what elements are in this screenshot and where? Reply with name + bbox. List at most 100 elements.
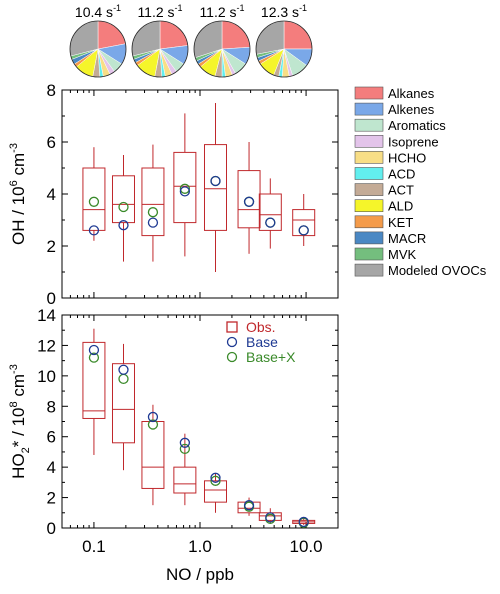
marker-square — [226, 321, 238, 333]
marker-legend-item: Obs. — [226, 319, 276, 335]
base-marker — [243, 500, 255, 511]
legend-item: ACT — [354, 183, 414, 198]
box — [111, 175, 135, 224]
box-group — [141, 404, 165, 506]
x-tick-label: 0.1 — [82, 537, 106, 556]
base-marker — [265, 217, 276, 228]
legend-label: ACT — [388, 183, 414, 198]
y-tick-label: 2 — [47, 237, 56, 256]
pie-label: 11.2 s-1 — [137, 3, 182, 20]
base-x-marker — [118, 373, 129, 385]
base-x-marker — [118, 201, 129, 213]
box-group — [141, 144, 165, 262]
legend-label: Isoprene — [388, 134, 439, 149]
legend-item: Isoprene — [354, 134, 439, 149]
base-marker — [298, 516, 309, 528]
legend-swatch — [354, 199, 384, 212]
legend-label: MACR — [388, 231, 426, 246]
y-tick-label: 10 — [37, 367, 56, 386]
pie-slice — [221, 20, 251, 50]
x-axis-label: NO / ppb — [166, 565, 234, 584]
marker-circle — [226, 351, 238, 363]
base-marker — [179, 437, 191, 448]
box — [292, 209, 316, 237]
base-marker — [147, 411, 159, 423]
pie-outline — [193, 20, 251, 78]
legend-item: HCHO — [354, 150, 426, 165]
y-tick-label: 2 — [47, 489, 56, 508]
base-x-marker — [147, 207, 159, 218]
base-marker — [298, 225, 309, 236]
legend-item: Alkenes — [354, 102, 435, 117]
pie-label: 10.4 s-1 — [75, 3, 121, 20]
base-marker — [210, 175, 221, 187]
box — [258, 193, 282, 231]
marker-legend-item: Base+X — [226, 349, 296, 365]
box-group — [111, 155, 135, 262]
box-group — [173, 433, 197, 506]
x-axis: 0.1 1.0 10.0 NO / ppb — [82, 537, 323, 584]
pie-label: 12.3 s-1 — [261, 3, 307, 20]
base-marker — [243, 196, 255, 207]
reactivity-pie: 11.2 s-1 — [193, 3, 251, 78]
legend-item: MACR — [354, 231, 426, 246]
pie-outline — [131, 20, 189, 78]
y-tick-label: 4 — [47, 458, 56, 477]
reactivity-pie: 10.4 s-1 — [69, 3, 127, 78]
oh-panel: 0 2 4 6 8 OH / 106 cm-3 — [8, 81, 339, 308]
x-tick-label: 10.0 — [290, 537, 323, 556]
y-tick-label: 8 — [47, 397, 56, 416]
reactivity-pie: 12.3 s-1 — [255, 3, 313, 78]
legend-item: MVK — [354, 247, 417, 262]
legend-item: Modeled OVOCs — [354, 263, 487, 278]
legend-swatch — [354, 247, 384, 261]
legend-swatch — [354, 151, 384, 164]
base-x-marker — [88, 352, 100, 363]
marker-legend-item: Base — [226, 334, 278, 350]
legend-item: ACD — [354, 167, 415, 182]
legend-label: Aromatics — [388, 118, 446, 133]
box-group — [111, 343, 135, 471]
y-tick-label: 0 — [47, 519, 56, 538]
legend-label: Modeled OVOCs — [388, 263, 487, 278]
base-x-marker — [179, 443, 191, 455]
legend-label: ALD — [388, 199, 413, 214]
plot-frame — [61, 314, 339, 529]
box — [82, 341, 106, 419]
y-axis-label: HO2* / 108 cm-3 — [8, 364, 32, 479]
pie-row: 10.4 s-1 11.2 s-1 11.2 s-1 12.3 s-1 — [69, 3, 313, 78]
box-group — [258, 508, 282, 525]
y-tick-label: 6 — [47, 428, 56, 447]
legend-swatch — [354, 86, 384, 100]
base-marker — [118, 220, 129, 231]
box — [173, 151, 197, 224]
ho2-panel: 0 2 4 6 8 10 12 14 HO2* / 108 cm-3 — [8, 306, 339, 538]
legend-swatch — [354, 231, 384, 245]
base-marker — [179, 186, 191, 197]
box — [141, 167, 165, 237]
base-marker — [210, 472, 221, 483]
plot-frame — [61, 89, 339, 299]
y-tick-label: 6 — [47, 133, 56, 152]
box — [203, 144, 227, 231]
box-group — [292, 194, 316, 246]
box — [173, 466, 197, 494]
legend-label: KET — [388, 215, 413, 230]
legend-item: KET — [354, 215, 413, 230]
pie-slice — [255, 20, 285, 55]
x-tick-label: 1.0 — [188, 537, 212, 556]
box-group — [203, 103, 227, 272]
y-tick-label: 0 — [47, 289, 56, 308]
base-x-marker — [210, 475, 221, 486]
box-group — [258, 178, 282, 249]
pie-label: 11.2 s-1 — [199, 3, 244, 20]
box — [237, 170, 261, 229]
legend-swatch — [354, 167, 384, 180]
box-group — [82, 147, 106, 241]
base-marker — [265, 512, 276, 523]
legend-swatch — [354, 118, 384, 132]
legend-item: ALD — [354, 199, 413, 214]
legend-swatch — [354, 102, 384, 116]
marker-legend-label: Base — [246, 334, 278, 350]
